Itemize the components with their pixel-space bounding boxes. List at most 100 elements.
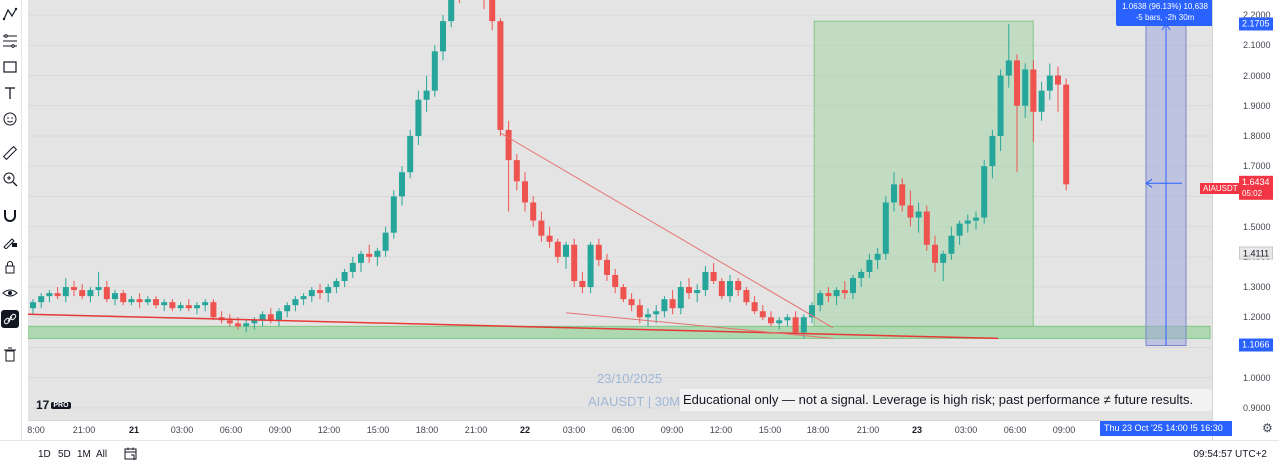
candle-body[interactable] <box>891 184 897 203</box>
candle-body[interactable] <box>833 290 840 297</box>
candle-body[interactable] <box>185 305 192 309</box>
candle-body[interactable] <box>645 314 651 318</box>
candle-body[interactable] <box>702 271 709 291</box>
candle-body[interactable] <box>103 287 110 300</box>
candle-body[interactable] <box>448 0 455 22</box>
candle-body[interactable] <box>940 253 947 263</box>
candle-body[interactable] <box>169 302 176 309</box>
candle-body[interactable] <box>571 244 578 282</box>
candle-body[interactable] <box>636 305 643 318</box>
candle-body[interactable] <box>604 259 610 275</box>
candle-body[interactable] <box>907 205 914 218</box>
candle-body[interactable] <box>628 299 635 306</box>
candle-body[interactable] <box>587 244 594 288</box>
candle-body[interactable] <box>759 311 766 318</box>
candle-body[interactable] <box>809 305 815 318</box>
candle-body[interactable] <box>1046 75 1053 91</box>
candle-body[interactable] <box>235 323 241 327</box>
goto-date-icon[interactable] <box>124 447 138 461</box>
candle-body[interactable] <box>505 129 512 161</box>
candle-body[interactable] <box>431 51 438 91</box>
candle-body[interactable] <box>161 302 168 306</box>
candle-body[interactable] <box>530 202 537 221</box>
candle-body[interactable] <box>694 290 701 294</box>
candle-body[interactable] <box>1005 60 1012 76</box>
candle-body[interactable] <box>267 314 274 321</box>
candle-body[interactable] <box>727 281 733 297</box>
price-axis[interactable]: 2.20002.10002.00001.90001.80001.70001.60… <box>1212 0 1279 440</box>
candle-body[interactable] <box>1063 84 1070 185</box>
candle-body[interactable] <box>866 259 873 272</box>
candle-body[interactable] <box>226 320 233 324</box>
candle-body[interactable] <box>120 293 127 303</box>
candle-body[interactable] <box>595 244 602 260</box>
candle-body[interactable] <box>95 287 102 291</box>
candle-body[interactable] <box>292 299 299 306</box>
candle-body[interactable] <box>743 290 750 303</box>
candle-body[interactable] <box>30 302 36 309</box>
candle-body[interactable] <box>718 281 725 297</box>
candle-body[interactable] <box>686 287 692 294</box>
time-axis[interactable]: 8:00 21:00 21 03:00 06:00 09:00 12:00 15:00 18:0… <box>27 420 1212 440</box>
candle-body[interactable] <box>973 217 979 221</box>
candle-body[interactable] <box>522 181 528 203</box>
candle-body[interactable] <box>653 311 660 315</box>
candle-body[interactable] <box>358 253 364 263</box>
candle-body[interactable] <box>1030 69 1037 112</box>
candle-body[interactable] <box>1038 90 1045 112</box>
fib-icon[interactable] <box>1 32 19 50</box>
candle-body[interactable] <box>194 305 200 309</box>
eye-icon[interactable] <box>1 284 19 302</box>
candle-body[interactable] <box>677 287 684 309</box>
candle-body[interactable] <box>79 290 86 297</box>
candle-body[interactable] <box>1022 69 1029 106</box>
candle-body[interactable] <box>948 235 955 254</box>
candle-body[interactable] <box>858 271 865 278</box>
candle-body[interactable] <box>538 220 545 236</box>
candle-body[interactable] <box>144 299 151 303</box>
candle-body[interactable] <box>768 317 774 324</box>
candle-body[interactable] <box>710 271 717 282</box>
candle-body[interactable] <box>554 241 561 257</box>
candle-body[interactable] <box>669 299 676 309</box>
candle-body[interactable] <box>915 211 922 218</box>
candle-body[interactable] <box>341 271 348 282</box>
candle-body[interactable] <box>751 302 758 312</box>
candle-body[interactable] <box>407 135 414 173</box>
magnet-icon[interactable] <box>1 206 19 224</box>
support-trendline[interactable] <box>28 313 999 340</box>
candle-body[interactable] <box>923 211 930 245</box>
chart-area[interactable] <box>28 0 1212 420</box>
candle-body[interactable] <box>202 302 209 306</box>
text-icon[interactable] <box>1 84 19 102</box>
candle-body[interactable] <box>54 293 61 297</box>
candle-body[interactable] <box>325 287 332 294</box>
candle-body[interactable] <box>308 290 315 297</box>
candle-body[interactable] <box>112 293 118 300</box>
candle-body[interactable] <box>276 311 282 321</box>
candle-body[interactable] <box>792 317 799 333</box>
candle-body[interactable] <box>38 296 45 303</box>
candle-body[interactable] <box>177 305 184 309</box>
range-1d-button[interactable]: 1D <box>38 449 51 460</box>
candle-body[interactable] <box>489 0 496 22</box>
candle-body[interactable] <box>620 287 627 300</box>
candle-body[interactable] <box>390 196 397 233</box>
candle-body[interactable] <box>899 184 906 206</box>
candle-body[interactable] <box>210 302 217 318</box>
zoom-icon[interactable] <box>1 170 19 188</box>
candle-body[interactable] <box>259 314 266 321</box>
rectangle-icon[interactable] <box>1 58 19 76</box>
candle-body[interactable] <box>415 99 422 136</box>
candle-body[interactable] <box>956 223 963 236</box>
candle-body[interactable] <box>399 172 405 197</box>
candle-body[interactable] <box>735 281 742 291</box>
candle-body[interactable] <box>440 21 446 52</box>
candle-body[interactable] <box>997 75 1004 136</box>
candle-body[interactable] <box>284 305 291 312</box>
range-1m-button[interactable]: 1M <box>77 449 91 460</box>
candle-body[interactable] <box>128 299 135 303</box>
lock-drawing-icon[interactable] <box>1 232 19 250</box>
candle-body[interactable] <box>87 290 94 297</box>
candle-body[interactable] <box>62 287 69 297</box>
